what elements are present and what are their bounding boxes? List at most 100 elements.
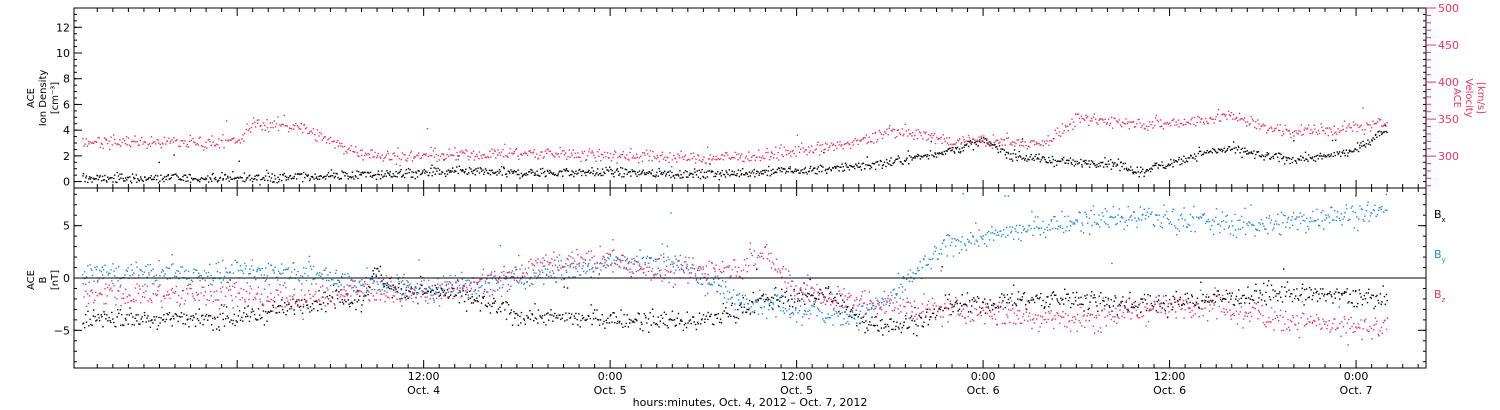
data-point [568, 174, 571, 177]
data-point [993, 144, 995, 146]
data-point [1126, 123, 1129, 125]
data-point [386, 287, 388, 289]
data-point [251, 308, 253, 310]
data-point [320, 303, 322, 306]
data-point [90, 176, 92, 179]
data-point [743, 303, 745, 306]
data-point [995, 140, 997, 142]
data-point [233, 313, 235, 316]
data-point [453, 171, 455, 173]
data-point [403, 153, 405, 156]
data-point [951, 149, 953, 151]
data-point [729, 175, 731, 177]
data-point [981, 139, 983, 141]
data-point [161, 142, 164, 144]
density-velocity-data [82, 107, 1388, 189]
data-point [492, 152, 494, 155]
data-point [174, 313, 176, 315]
data-point [614, 322, 616, 324]
data-point [186, 278, 188, 280]
data-point [120, 284, 122, 286]
data-point [1002, 300, 1004, 302]
data-point [1291, 161, 1294, 164]
data-point [1198, 306, 1200, 308]
data-point [311, 132, 314, 134]
data-point [777, 305, 780, 307]
data-point [702, 175, 704, 178]
data-point [1371, 140, 1373, 142]
data-point [1351, 130, 1354, 132]
data-point [692, 176, 694, 178]
data-point [1238, 302, 1240, 305]
data-point [649, 312, 651, 314]
data-point [547, 148, 549, 150]
data-point [421, 173, 423, 175]
data-point [468, 290, 471, 292]
data-point [1104, 157, 1106, 159]
data-point [1035, 143, 1038, 145]
data-point [1075, 113, 1077, 115]
data-point [305, 301, 307, 303]
data-point [269, 180, 272, 182]
data-point [869, 168, 871, 170]
data-point [913, 320, 916, 322]
data-point [808, 151, 810, 154]
data-point [973, 300, 975, 303]
data-point [163, 275, 165, 277]
data-point [673, 319, 676, 321]
data-point [461, 278, 463, 280]
data-point [425, 153, 427, 155]
data-point [167, 174, 169, 177]
data-point [1086, 163, 1088, 165]
data-point [530, 172, 533, 174]
data-point [309, 311, 311, 313]
data-point [903, 321, 905, 323]
data-point [938, 138, 940, 140]
data-point [1010, 142, 1012, 144]
data-point [1038, 142, 1040, 145]
data-point [942, 153, 944, 156]
data-point [833, 307, 835, 310]
data-point [1313, 159, 1315, 161]
data-point [424, 172, 426, 174]
data-point [889, 302, 891, 304]
data-point [263, 324, 266, 326]
data-point [648, 155, 650, 157]
data-point [1209, 117, 1211, 119]
data-point [753, 168, 755, 171]
data-point [871, 141, 873, 143]
data-point [374, 174, 377, 176]
data-point [98, 317, 100, 319]
data-point [738, 293, 741, 295]
data-point [394, 175, 397, 178]
data-point [304, 128, 307, 130]
data-point [496, 170, 499, 173]
data-point [840, 166, 842, 168]
data-point [1346, 288, 1348, 290]
data-point [217, 261, 220, 264]
data-point [856, 139, 859, 142]
data-point [1079, 303, 1081, 305]
data-point [435, 287, 438, 289]
data-point [656, 171, 658, 174]
data-point [291, 177, 294, 179]
data-point [1120, 301, 1122, 303]
data-point [533, 174, 536, 176]
data-point [338, 178, 341, 180]
data-point [401, 297, 403, 300]
data-point [254, 175, 256, 177]
data-point [475, 168, 477, 170]
data-point [238, 310, 241, 312]
data-point [158, 260, 160, 262]
data-point [120, 324, 122, 326]
data-point [623, 173, 625, 175]
data-point [920, 155, 922, 157]
data-point [265, 267, 267, 269]
data-point [655, 176, 657, 178]
data-point [1004, 154, 1006, 156]
data-point [165, 175, 168, 178]
data-point [1078, 297, 1080, 299]
data-point [1362, 140, 1364, 143]
data-point [828, 286, 830, 288]
data-point [609, 166, 611, 168]
